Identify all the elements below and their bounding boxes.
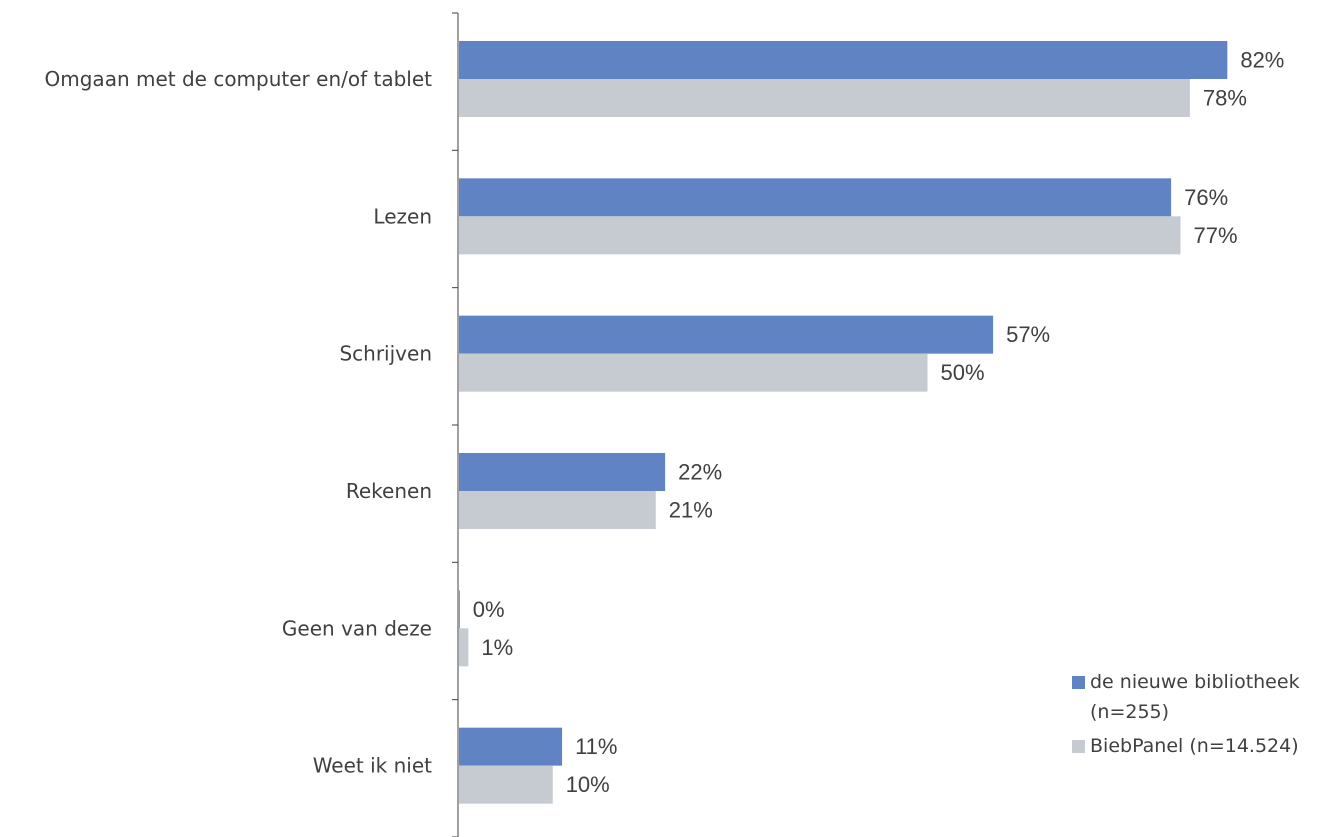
bar-de-nieuwe-bibliotheek (459, 727, 563, 766)
data-label: 57% (1006, 322, 1050, 347)
y-axis (452, 12, 459, 837)
category-label: Omgaan met de computer en/of tablet (45, 67, 433, 91)
legend-swatch (1072, 740, 1085, 753)
bar-biebpanel (459, 628, 469, 667)
bar-de-nieuwe-bibliotheek (459, 178, 1172, 217)
category-label: Schrijven (339, 342, 432, 366)
data-label: 76% (1184, 185, 1228, 210)
bar-biebpanel (459, 216, 1181, 255)
data-label: 21% (669, 498, 713, 523)
legend-label-line: de nieuwe bibliotheek (1090, 671, 1300, 693)
legend: de nieuwe bibliotheek (n=255) BiebPanel … (1072, 667, 1338, 765)
bar-biebpanel (459, 491, 656, 529)
category-label: Rekenen (346, 479, 432, 503)
data-label: 78% (1203, 86, 1247, 111)
labels: Omgaan met de computer en/of tablet 82% 78… (45, 48, 1285, 798)
data-label: 1% (481, 635, 513, 660)
category-label: Weet ik niet (313, 754, 432, 778)
bar-biebpanel (459, 79, 1190, 117)
data-label: 0% (473, 597, 505, 622)
data-label: 50% (941, 360, 985, 385)
bar-biebpanel (459, 765, 553, 804)
data-label: 22% (678, 460, 722, 485)
category-label: Lezen (373, 204, 432, 228)
bar-de-nieuwe-bibliotheek (459, 590, 460, 629)
data-label: 77% (1193, 223, 1237, 248)
legend-label-line: BiebPanel (n=14.524) (1090, 735, 1299, 757)
legend-item-series-1: BiebPanel (n=14.524) (1072, 731, 1338, 761)
data-label: 10% (566, 772, 610, 797)
legend-item-series-0: de nieuwe bibliotheek (n=255) (1072, 667, 1338, 727)
legend-swatch (1072, 676, 1085, 689)
bar-de-nieuwe-bibliotheek (459, 315, 994, 354)
bar-de-nieuwe-bibliotheek (459, 453, 666, 491)
bars (459, 41, 1228, 804)
bar-biebpanel (459, 353, 928, 392)
category-label: Geen van deze (282, 616, 432, 640)
data-label: 11% (575, 734, 617, 759)
data-label: 82% (1240, 48, 1284, 73)
legend-label-line: (n=255) (1090, 701, 1170, 723)
bar-de-nieuwe-bibliotheek (459, 41, 1228, 79)
